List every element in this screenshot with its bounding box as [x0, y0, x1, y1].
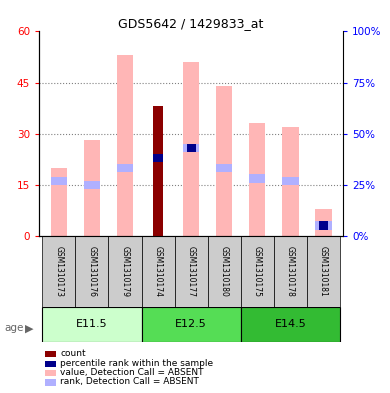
Bar	[142, 236, 175, 307]
Text: ▶: ▶	[25, 323, 34, 333]
Bar	[183, 62, 199, 236]
Text: GSM1310179: GSM1310179	[121, 246, 129, 297]
Text: E11.5: E11.5	[76, 319, 108, 329]
Bar	[75, 236, 108, 307]
Bar	[117, 55, 133, 236]
Title: GDS5642 / 1429833_at: GDS5642 / 1429833_at	[119, 17, 264, 30]
Bar	[154, 154, 163, 162]
Bar	[154, 107, 163, 236]
Text: GSM1310178: GSM1310178	[286, 246, 295, 297]
Bar	[216, 164, 232, 173]
Text: count: count	[60, 349, 86, 358]
Bar	[319, 222, 328, 230]
Text: E14.5: E14.5	[275, 319, 306, 329]
Text: GSM1310175: GSM1310175	[253, 246, 262, 297]
Text: percentile rank within the sample: percentile rank within the sample	[60, 359, 214, 368]
Bar	[207, 236, 241, 307]
Bar	[108, 236, 142, 307]
Bar	[186, 144, 196, 152]
Bar	[183, 144, 199, 152]
Bar	[282, 127, 299, 236]
Bar	[249, 123, 266, 236]
Text: value, Detection Call = ABSENT: value, Detection Call = ABSENT	[60, 368, 204, 377]
Bar	[83, 140, 100, 236]
Bar	[42, 307, 142, 342]
Text: E12.5: E12.5	[175, 319, 207, 329]
Bar	[175, 236, 207, 307]
Bar	[282, 176, 299, 185]
Bar	[117, 164, 133, 173]
Text: GSM1310173: GSM1310173	[54, 246, 63, 297]
Bar	[307, 236, 340, 307]
Bar	[274, 236, 307, 307]
Bar	[216, 86, 232, 236]
Text: GSM1310176: GSM1310176	[87, 246, 96, 297]
Bar	[51, 168, 67, 236]
Text: age: age	[4, 323, 23, 333]
Bar	[315, 209, 332, 236]
Text: GSM1310174: GSM1310174	[154, 246, 163, 297]
Bar	[51, 176, 67, 185]
Bar	[241, 307, 340, 342]
Text: GSM1310180: GSM1310180	[220, 246, 229, 297]
Text: GSM1310177: GSM1310177	[186, 246, 196, 297]
Bar	[249, 174, 266, 183]
Bar	[42, 236, 75, 307]
Bar	[83, 181, 100, 189]
Text: rank, Detection Call = ABSENT: rank, Detection Call = ABSENT	[60, 378, 199, 386]
Bar	[315, 222, 332, 230]
Bar	[241, 236, 274, 307]
Bar	[142, 307, 241, 342]
Text: GSM1310181: GSM1310181	[319, 246, 328, 297]
